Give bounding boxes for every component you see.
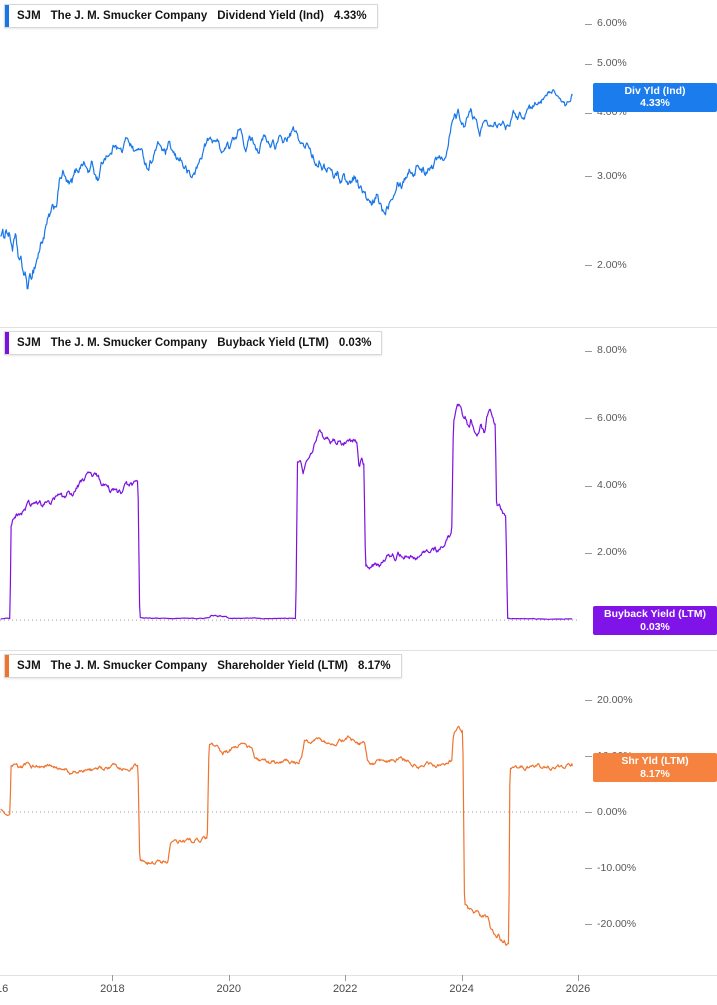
y-axis-label: -20.00% [597,917,637,930]
company-name: The J. M. Smucker Company [50,10,208,22]
ticker-symbol: SJM [17,660,41,672]
x-axis-label: 2024 [449,983,474,995]
badge-label: Shr Yld (LTM) [621,755,689,768]
badge-label: Div Yld (Ind) [624,84,686,97]
y-axis-tick [585,700,592,701]
ticker-symbol: SJM [17,10,41,22]
buyback-yield-badge: Buyback Yield (LTM) 0.03% [593,606,717,635]
buyback-yield-line [0,403,573,620]
series-color-swatch [5,332,9,354]
y-axis-label: 5.00% [597,57,627,70]
panel-divider [0,650,717,651]
badge-value: 8.17% [640,767,670,780]
shareholder-yield-line-chart[interactable] [0,650,717,975]
panel-divider [0,327,717,328]
x-axis-label: 2020 [216,983,242,995]
badge-value: 4.33% [640,97,670,109]
y-axis-tick [585,265,592,266]
company-name: The J. M. Smucker Company [50,660,208,672]
y-axis-tick [585,23,592,25]
y-axis-tick [585,924,592,925]
shr-yld-badge: Shr Yld (LTM) 8.17% [593,753,717,783]
y-axis-tick [585,756,592,757]
y-axis-tick [585,868,592,869]
buyback-yield-legend: SJM The J. M. Smucker Company Buyback Yi… [4,331,383,355]
x-axis-line [0,975,717,976]
x-axis-label: 2018 [100,983,125,995]
y-axis-label: 4.00% [597,479,627,491]
shareholder-yield-legend: SJM The J. M. Smucker Company Shareholde… [4,654,402,678]
panel-buyback-yield: SJM The J. M. Smucker Company Buyback Yi… [0,327,717,650]
x-axis-label: 2026 [565,983,591,995]
badge-label: Buyback Yield (LTM) [604,608,706,620]
y-axis-label: 0.00% [597,805,627,818]
metric-name: Shareholder Yield (LTM) [217,660,349,672]
dividend-yield-legend: SJM The J. M. Smucker Company Dividend Y… [4,4,378,28]
x-axis-tick [345,975,347,981]
series-color-swatch [5,655,9,677]
metric-value: 0.03% [338,337,372,349]
y-axis-label: -10.00% [597,861,637,874]
x-axis-tick [578,975,579,981]
y-axis-tick [585,350,592,352]
metric-name: Buyback Yield (LTM) [217,337,329,349]
ticker-symbol: SJM [17,337,41,349]
panel-shareholder-yield: SJM The J. M. Smucker Company Shareholde… [0,650,717,975]
y-axis-tick [585,418,592,420]
div-yld-line [0,89,573,290]
shr-yld-line [0,725,573,946]
div-yld-badge: Div Yld (Ind) 4.33% [593,82,717,112]
y-axis-tick [585,552,592,554]
y-axis-label: 2.00% [597,258,627,271]
y-axis-label: 6.00% [597,411,627,424]
dividend-yield-line-chart[interactable] [0,0,717,327]
y-axis-tick [585,112,592,114]
metric-name: Dividend Yield (Ind) [217,10,324,22]
y-axis-label: 6.00% [597,17,627,30]
y-axis-tick [585,63,592,65]
y-axis-label: 8.00% [597,344,627,357]
y-axis-tick [585,176,592,177]
x-axis-tick [461,975,463,981]
metric-value: 4.33% [333,10,367,22]
y-axis-label: 20.00% [597,693,633,706]
y-axis-label: 3.00% [597,169,627,182]
x-axis-label: 2016 [0,983,9,995]
y-axis-tick [585,812,592,813]
company-name: The J. M. Smucker Company [50,337,208,349]
badge-value: 0.03% [640,620,670,633]
y-axis-label: 2.00% [597,546,627,559]
x-axis-label: 2022 [332,983,358,995]
x-axis-tick [112,975,114,981]
buyback-yield-line-chart[interactable] [0,327,717,650]
y-axis-tick [585,485,592,487]
x-axis-tick [228,975,230,981]
series-color-swatch [5,5,9,27]
panel-dividend-yield: SJM The J. M. Smucker Company Dividend Y… [0,0,717,327]
metric-value: 8.17% [358,660,391,672]
